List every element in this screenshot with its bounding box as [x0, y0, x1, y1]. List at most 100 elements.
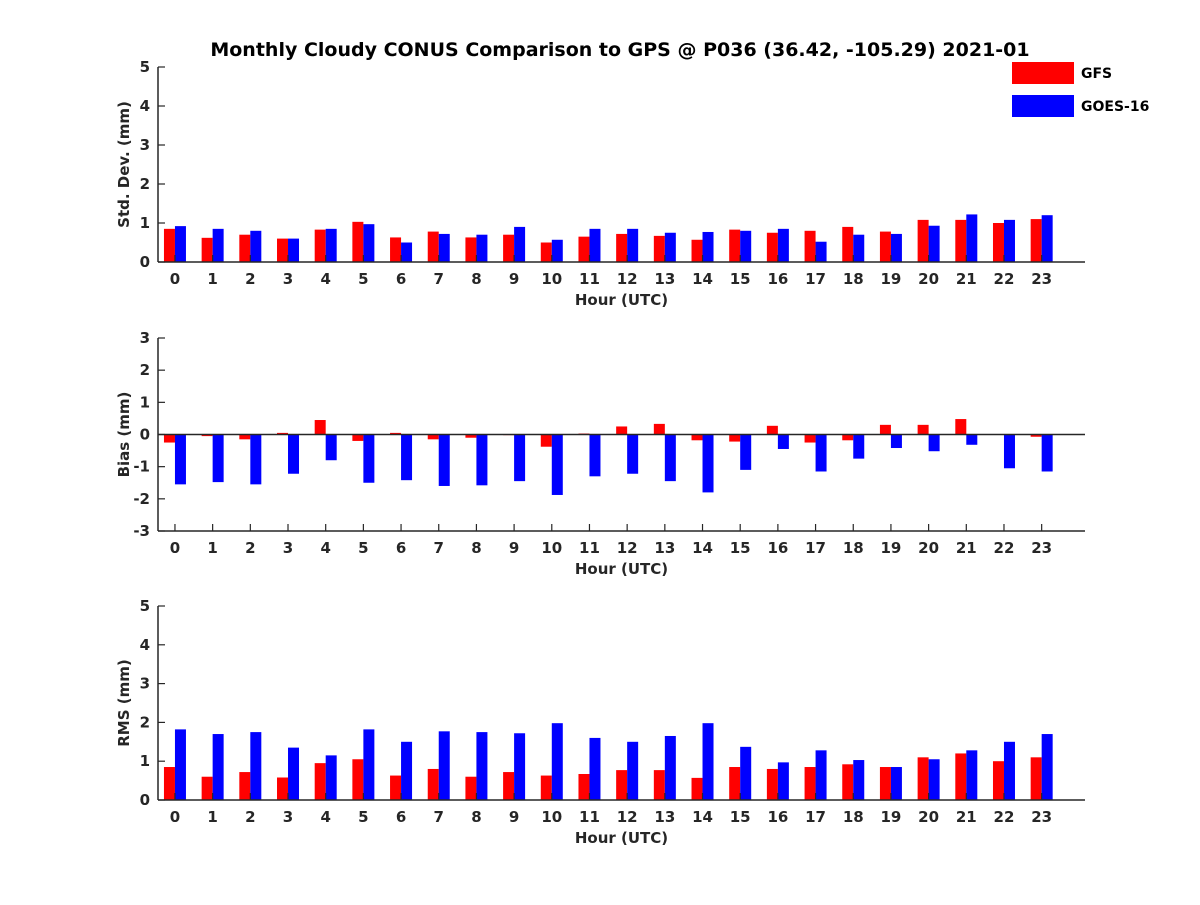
- x-tick-label: 19: [880, 270, 901, 288]
- bar-goes16-hour-23: [1041, 734, 1053, 800]
- bar-goes16-hour-6: [401, 242, 413, 262]
- bar-gfs-hour-23: [1030, 757, 1042, 800]
- bar-gfs-hour-20: [917, 219, 929, 262]
- bar-goes16-hour-9: [514, 226, 526, 262]
- x-tick-label: 5: [358, 808, 368, 826]
- x-tick-label: 23: [1031, 539, 1052, 557]
- x-axis-label: Hour (UTC): [575, 829, 668, 847]
- bar-gfs-hour-4: [314, 763, 326, 800]
- x-tick-label: 6: [396, 808, 406, 826]
- bar-gfs-hour-13: [653, 235, 665, 262]
- bar-goes16-hour-17: [815, 750, 827, 800]
- bar-gfs-hour-14: [691, 434, 703, 441]
- bar-gfs-hour-21: [955, 419, 967, 435]
- bar-gfs-hour-17: [804, 230, 816, 262]
- bar-gfs-hour-15: [729, 229, 741, 262]
- bar-goes16-hour-8: [476, 732, 488, 800]
- x-tick-label: 9: [509, 539, 519, 557]
- bar-goes16-hour-19: [890, 233, 902, 262]
- bar-gfs-hour-1: [201, 776, 213, 800]
- bar-goes16-hour-13: [664, 232, 676, 262]
- bar-gfs-hour-10: [540, 242, 552, 262]
- bar-goes16-hour-15: [740, 230, 752, 262]
- y-tick-label: 1: [140, 752, 150, 770]
- bar-gfs-hour-7: [427, 434, 439, 440]
- bar-gfs-hour-5: [352, 434, 364, 441]
- x-tick-label: 0: [170, 270, 180, 288]
- bar-goes16-hour-10: [551, 239, 563, 262]
- bar-goes16-hour-15: [740, 434, 752, 470]
- x-tick-label: 14: [692, 539, 713, 557]
- y-tick-label: 4: [140, 636, 150, 654]
- x-tick-label: 13: [654, 808, 675, 826]
- x-tick-label: 20: [918, 270, 939, 288]
- bar-goes16-hour-1: [212, 228, 224, 262]
- x-tick-label: 7: [434, 808, 444, 826]
- bar-goes16-hour-14: [702, 723, 714, 800]
- x-tick-label: 13: [654, 539, 675, 557]
- x-tick-label: 9: [509, 808, 519, 826]
- bar-goes16-hour-19: [890, 434, 902, 449]
- bar-goes16-hour-10: [551, 723, 563, 800]
- x-axis-label: Hour (UTC): [575, 560, 668, 578]
- bar-goes16-hour-22: [1003, 741, 1015, 800]
- y-tick-label: 5: [140, 58, 150, 76]
- x-tick-label: 23: [1031, 270, 1052, 288]
- bar-gfs-hour-20: [917, 424, 929, 435]
- bar-goes16-hour-21: [966, 750, 978, 800]
- x-tick-label: 11: [579, 539, 600, 557]
- x-axis-label: Hour (UTC): [575, 291, 668, 309]
- bar-gfs-hour-4: [314, 420, 326, 435]
- x-tick-label: 20: [918, 808, 939, 826]
- x-tick-label: 9: [509, 270, 519, 288]
- x-tick-label: 2: [245, 539, 255, 557]
- y-tick-label: 1: [140, 393, 150, 411]
- bar-gfs-hour-6: [390, 432, 402, 435]
- x-tick-label: 10: [541, 270, 562, 288]
- legend-label-gfs: GFS: [1081, 66, 1112, 82]
- x-tick-label: 21: [956, 270, 977, 288]
- bar-goes16-hour-19: [890, 767, 902, 800]
- bar-goes16-hour-0: [174, 729, 186, 800]
- x-tick-label: 1: [207, 808, 217, 826]
- bar-gfs-hour-2: [239, 234, 251, 262]
- x-tick-label: 22: [994, 270, 1015, 288]
- bar-gfs-hour-5: [352, 221, 364, 262]
- bar-goes16-hour-1: [212, 734, 224, 800]
- bar-gfs-hour-18: [842, 764, 854, 800]
- bar-goes16-hour-23: [1041, 434, 1053, 472]
- bar-goes16-hour-12: [627, 228, 639, 262]
- x-tick-label: 20: [918, 539, 939, 557]
- bar-gfs-hour-23: [1030, 219, 1042, 262]
- y-tick-label: 2: [140, 713, 150, 731]
- bar-goes16-hour-3: [288, 238, 300, 262]
- x-tick-label: 8: [471, 270, 481, 288]
- bar-gfs-hour-18: [842, 226, 854, 262]
- x-tick-label: 16: [767, 539, 788, 557]
- y-tick-label: 3: [140, 329, 150, 347]
- x-tick-label: 21: [956, 539, 977, 557]
- bar-goes16-hour-4: [325, 228, 337, 262]
- bar-goes16-hour-9: [514, 434, 526, 482]
- bar-goes16-hour-11: [589, 737, 601, 800]
- x-tick-label: 5: [358, 539, 368, 557]
- bar-goes16-hour-2: [250, 732, 262, 800]
- bar-gfs-hour-20: [917, 757, 929, 800]
- bar-gfs-hour-13: [653, 770, 665, 800]
- bar-goes16-hour-1: [212, 434, 224, 483]
- bar-gfs-hour-4: [314, 229, 326, 262]
- bar-gfs-hour-1: [201, 434, 213, 437]
- x-tick-label: 7: [434, 539, 444, 557]
- bar-gfs-hour-6: [390, 237, 402, 262]
- bar-gfs-hour-10: [540, 775, 552, 800]
- x-tick-label: 4: [320, 539, 330, 557]
- bar-goes16-hour-6: [401, 741, 413, 800]
- x-tick-label: 0: [170, 539, 180, 557]
- bar-gfs-hour-19: [879, 231, 891, 262]
- x-tick-label: 4: [320, 808, 330, 826]
- bar-goes16-hour-20: [928, 434, 940, 452]
